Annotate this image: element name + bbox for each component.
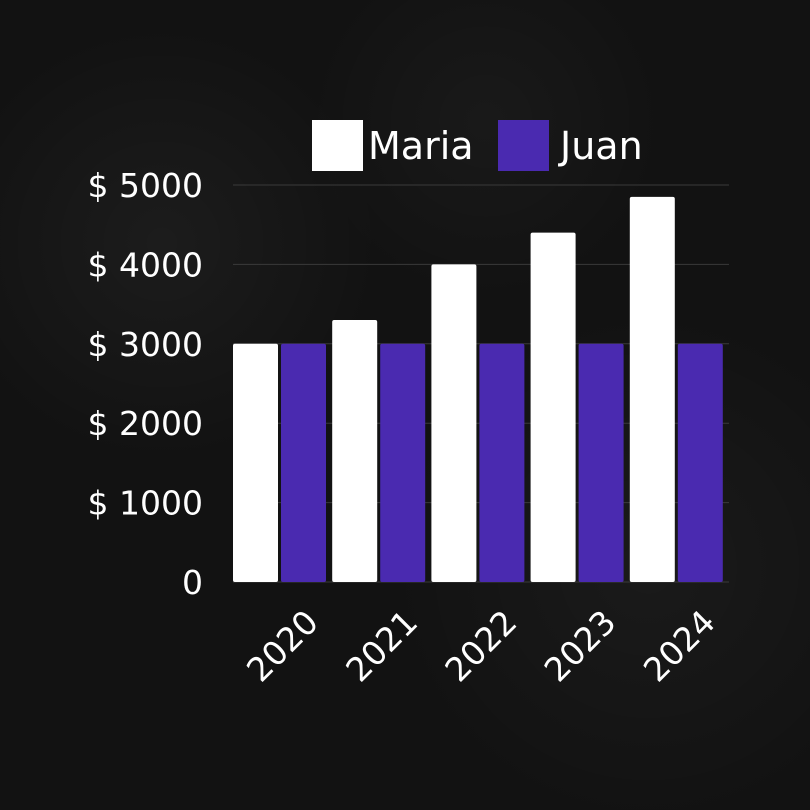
bar-juan-2022 <box>479 343 525 582</box>
legend-swatch-maria <box>312 120 363 171</box>
y-tick-label: $ 5000 <box>88 166 203 205</box>
bar-maria-2024 <box>629 196 675 582</box>
y-tick-label: 0 <box>182 563 203 602</box>
x-tick-label: 2023 <box>537 602 624 689</box>
bar-juan-2020 <box>281 343 326 582</box>
bar-maria-2023 <box>530 232 576 582</box>
x-tick-label: 2021 <box>338 602 425 689</box>
legend-label-juan: Juan <box>558 124 643 168</box>
bar-juan-2024 <box>677 343 723 582</box>
y-tick-label: $ 4000 <box>88 245 203 284</box>
x-axis-ticks: 2020 2021 2022 2023 2024 <box>239 602 723 689</box>
bar-maria-2022 <box>431 264 477 582</box>
bar-juan-2021 <box>380 343 426 582</box>
bar-maria-2021 <box>332 319 378 582</box>
x-tick-label: 2022 <box>437 602 524 689</box>
legend-swatch-juan <box>498 120 549 171</box>
legend-label-maria: Maria <box>368 124 474 168</box>
bar-maria-2020 <box>233 343 278 582</box>
x-tick-label: 2024 <box>636 602 723 689</box>
y-tick-label: $ 3000 <box>88 325 203 364</box>
y-axis-ticks: 0 $ 1000 $ 2000 $ 3000 $ 4000 $ 5000 <box>88 166 203 602</box>
y-tick-label: $ 1000 <box>88 484 203 523</box>
bars <box>233 196 723 582</box>
legend: Maria Juan <box>312 120 643 171</box>
bar-juan-2023 <box>578 343 624 582</box>
x-tick-label: 2020 <box>239 602 326 689</box>
y-tick-label: $ 2000 <box>88 404 203 443</box>
